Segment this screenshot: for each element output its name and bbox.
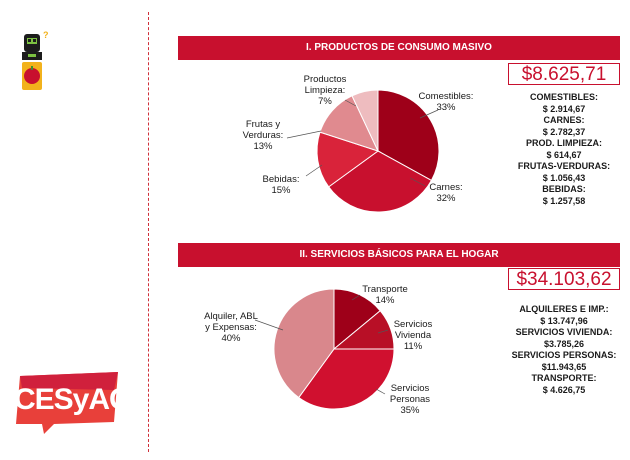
logo-text: CESyAC [14,383,131,416]
section2-banner: II. SERVICIOS BÁSICOS PARA EL HOGAR [178,243,620,267]
breakdown-value: $ 4.626,75 [542,384,586,395]
pie-slice [327,150,433,213]
leader-line [351,294,361,301]
slice-label: Carnes: 32% [429,182,462,204]
breakdown-value: $ 2.914,67 [542,103,586,114]
slice-label: Bebidas: 15% [263,174,300,196]
slice-percent: 13% [253,141,273,152]
pie-chart-2: Transporte 14%Servicios Vivienda 11%Servici… [204,284,432,416]
slice-percent: 7% [318,96,332,107]
leader-line [344,99,357,107]
pie-slice [351,89,379,152]
breakdown-value: $ 614,67 [546,149,582,160]
section2-total: $34.103,62 [516,269,612,290]
svg-text:?: ? [43,30,49,40]
breakdown-label: ALQUILERES E IMP.: [519,304,609,314]
breakdown-label: SERVICIOS PERSONAS: [511,350,617,360]
slice-label: Transporte 14% [362,284,408,306]
slice-percent: 35% [400,405,420,416]
slice-label: Alquiler, ABL y Expensas: 40% [204,311,258,344]
breakdown-label: FRUTAS-VERDURAS: [517,161,611,171]
leader-line [377,329,389,334]
slice-label-line: Bebidas: [263,174,300,185]
cesyac-logo: CESyAC [14,370,131,434]
section1-breakdown: COMESTIBLES: $ 2.914,67 CARNES: $ 2.782,… [508,92,620,207]
slice-label: Productos Limpieza: 7% [304,74,347,107]
pie-slice [298,348,395,410]
mascot-logo: ? [14,28,54,98]
breakdown-label: PROD. LIMPIEZA: [526,138,602,148]
slice-percent: 33% [436,102,456,113]
slice-label: Servicios Personas 35% [390,383,430,416]
pie-slice [316,131,380,188]
slice-label: Servicios Vivienda 11% [394,319,433,352]
leader-line [375,388,386,395]
slice-label: Frutas y Verduras: 13% [243,119,284,152]
breakdown-value: $11.943,65 [541,361,587,372]
slice-label-line: Transporte [362,284,408,295]
section1-total-box: $8.625,71 [508,63,620,85]
slice-label-line: Vivienda [395,330,432,341]
leader-line [419,109,439,119]
slice-label-line: Carnes: [429,182,462,193]
section2-breakdown: ALQUILERES E IMP.: $ 13.747,96 SERVICIOS… [508,304,620,396]
slice-label-line: Limpieza: [305,85,346,96]
leader-line [305,164,323,177]
breakdown-value: $ 1.056,43 [542,172,586,183]
leader-line [409,177,426,187]
breakdown-value: $ 2.782,37 [542,126,586,137]
breakdown-value: $ 13.747,96 [540,315,588,326]
slice-label-line: Frutas y [246,119,281,130]
section2-total-box: $34.103,62 [508,268,620,290]
section1-banner: I. PRODUCTOS DE CONSUMO MASIVO [178,36,620,60]
slice-label-line: Servicios [391,383,430,394]
breakdown-label: SERVICIOS VIVIENDA: [515,327,613,337]
slice-label-line: Personas [390,394,430,405]
pie-slice [333,288,381,351]
breakdown-value: $3.785,26 [543,338,585,349]
slice-label-line: Verduras: [243,130,284,141]
slice-label-line: Comestibles: [419,91,474,102]
section1-total: $8.625,71 [521,64,607,85]
slice-percent: 11% [404,341,423,352]
breakdown-label: BEBIDAS: [542,184,586,194]
pie-slice [273,288,335,399]
breakdown-label: COMESTIBLES: [529,92,598,102]
dashed-divider [148,12,149,452]
pie-slice [377,89,440,182]
slice-percent: 15% [271,185,291,196]
slice-percent: 32% [436,193,456,204]
slice-label-line: Productos [304,74,347,85]
slice-percent: 40% [221,333,241,344]
breakdown-value: $ 1.257,58 [542,195,586,206]
breakdown-label: TRANSPORTE: [531,373,597,383]
slice-percent: 14% [375,295,395,306]
slice-label: Comestibles: 33% [419,91,474,113]
slice-label-line: y Expensas: [205,322,257,333]
slice-label-line: Servicios [394,319,433,330]
slice-label-line: Alquiler, ABL [204,311,258,322]
pie-chart-1: Comestibles: 33% Carnes: 32% Bebidas: 15% Frut… [243,74,474,213]
leader-line [254,319,284,331]
breakdown-label: CARNES: [543,115,585,125]
leader-line [286,130,322,139]
